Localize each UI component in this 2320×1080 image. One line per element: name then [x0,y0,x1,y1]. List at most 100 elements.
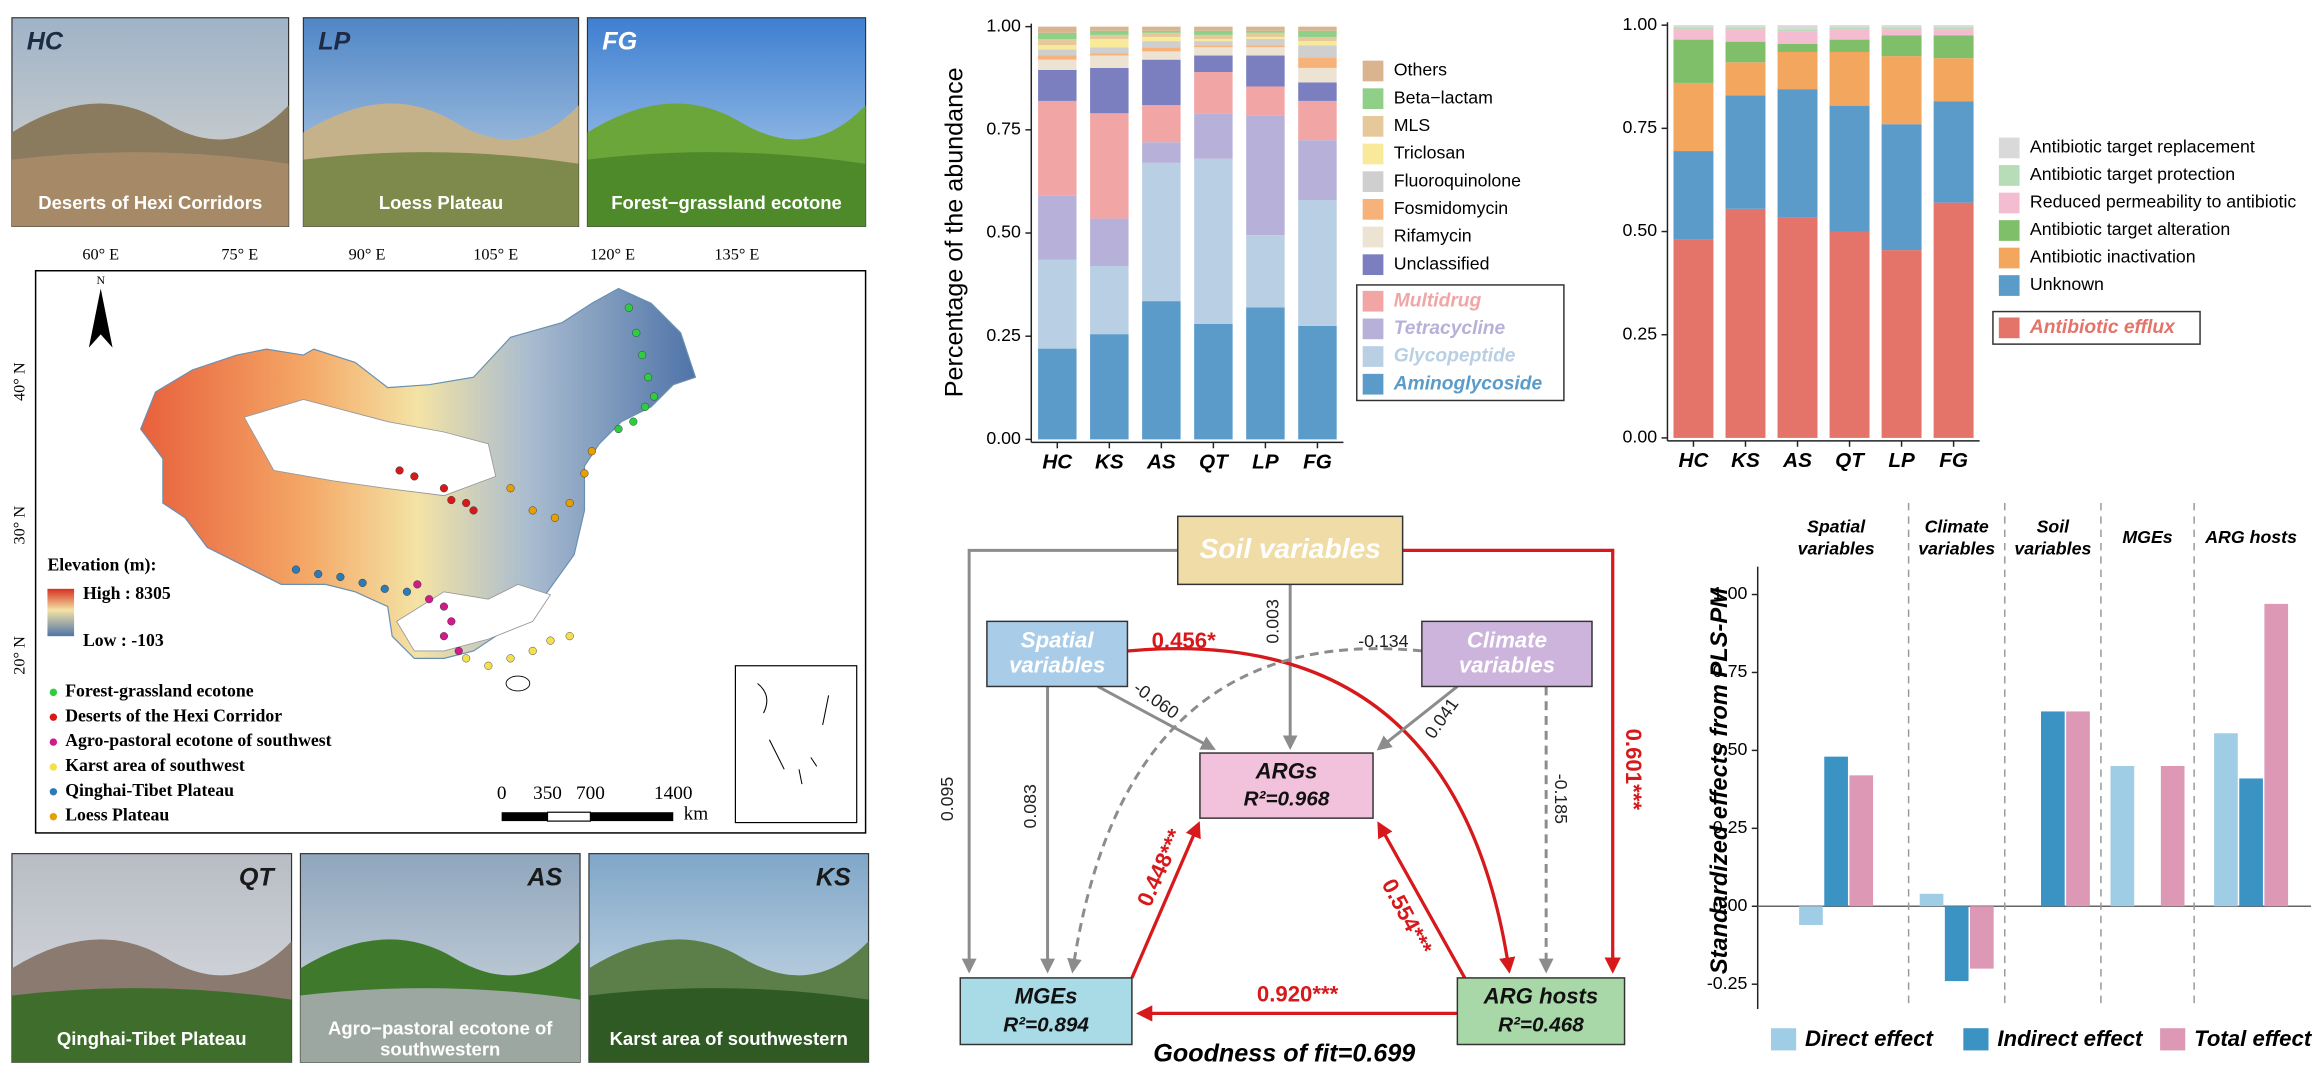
bar-segment [1298,199,1337,326]
legend-swatch [1362,290,1384,312]
photo-caption: Loess Plateau [379,192,503,213]
bar-segment [1090,39,1129,48]
x-tick-label: KS [1731,449,1760,472]
bar-segment [1725,62,1766,96]
text-line: variables [1009,652,1105,677]
photo-code: KS [816,863,851,891]
bar-segment [1829,39,1870,52]
bar-segment [1194,41,1233,46]
scale-bar [546,811,592,822]
bar-segment [1933,35,1974,59]
node-label: Climate variables [1459,627,1555,677]
legend-marker [49,713,58,721]
sample-site [439,484,449,493]
photo-ground [300,988,581,1063]
y-tick-label: 0.50 [1713,739,1748,759]
legend-swatch [1998,247,2020,269]
photo-code: AS [526,863,562,891]
sample-site [291,565,301,574]
bar-segment [1090,26,1129,31]
scale-label: 0 [497,783,507,804]
bar-segment [1142,32,1181,37]
category-label: MGEs [2122,527,2172,547]
path-edge [961,548,1178,974]
legend-swatch [1362,88,1384,110]
legend-label: Loess Plateau [65,805,169,825]
bar-segment [1090,218,1129,267]
bar-segment [1246,235,1285,308]
sample-site [395,466,404,475]
text-line: southwestern [380,1038,500,1059]
y-tick-label: -0.25 [1707,973,1748,993]
bar-segment [1090,34,1129,40]
photo-caption: Qinghai-Tibet Plateau [57,1028,247,1049]
bar-segment [1142,105,1181,143]
bar-segment [1038,49,1077,56]
legend-label: Beta−lactam [1394,87,1493,107]
legend-label: Antibiotic target alteration [2030,219,2230,239]
sample-site [546,636,555,645]
bar-segment [1090,266,1129,335]
scale-bar [590,812,674,822]
legend-label: Others [1394,60,1447,80]
path-coefficient: 0.456* [1152,628,1217,653]
legend-swatch [1362,60,1384,82]
legend-swatch [1362,143,1384,165]
scale-unit: km [684,804,709,825]
y-tick-label: 1.00 [1713,583,1748,603]
legend-marker [49,763,58,771]
legend-label: Rifamycin [1394,226,1472,246]
x-tick-label: QT [1199,451,1230,474]
legend-label: Antibiotic target replacement [2030,137,2255,157]
elevation-high: High : 8305 [83,583,171,603]
x-tick-label: LP [1252,451,1279,474]
bar-segment [1881,27,1922,30]
path-coefficient: 0.920*** [1257,982,1339,1007]
bar-segment [1725,41,1766,63]
text-line: Spatial [1021,627,1095,652]
category-label: Spatial variables [1798,516,1875,558]
bar-segment [1038,259,1077,349]
legend-label: Fluoroquinolone [1394,170,1521,190]
sample-site [629,417,638,426]
legend-label: Glycopeptide [1394,346,1516,367]
map-inset-coast [757,683,830,785]
bar-segment [1673,25,1714,28]
bar-segment [1881,29,1922,36]
sample-site [580,469,589,478]
category-label: ARG hosts [2204,527,2297,547]
bar-segment [1298,57,1337,68]
photo-code: LP [318,28,350,56]
lon-label: 135° E [714,246,759,264]
bar [2239,778,2263,907]
bar-segment [1142,36,1181,42]
bar-segment [1933,25,1974,28]
bar-segment [1090,113,1129,219]
bar-segment [1246,39,1285,46]
legend-label: Agro-pastoral ecotone of southwest [65,730,331,750]
bar-segment [1829,29,1870,40]
bar-segment [1038,39,1077,46]
legend-marker [49,688,58,697]
x-tick-label: LP [1888,449,1915,472]
bar-segment [1194,34,1233,40]
bar-segment [1725,208,1766,438]
sample-site [439,602,449,611]
bar-segment [1142,162,1181,302]
bar-segment [1829,27,1870,30]
path-coefficient: -0.060 [1130,678,1183,723]
photo-caption: Karst area of southwestern [610,1028,848,1049]
bar-segment [1090,53,1129,56]
bar-segment [1194,47,1233,56]
sample-site [528,646,537,656]
sample-site [528,506,537,515]
bar-segment [1038,348,1077,440]
sample-site [565,498,574,508]
bar [1824,756,1848,907]
bar-segment [1194,113,1233,159]
goodness-of-fit: Goodness of fit=0.699 [1153,1039,1415,1067]
bar-segment [1142,47,1181,52]
node-label: Spatial variables [1009,627,1105,677]
bar-segment [1246,307,1285,440]
